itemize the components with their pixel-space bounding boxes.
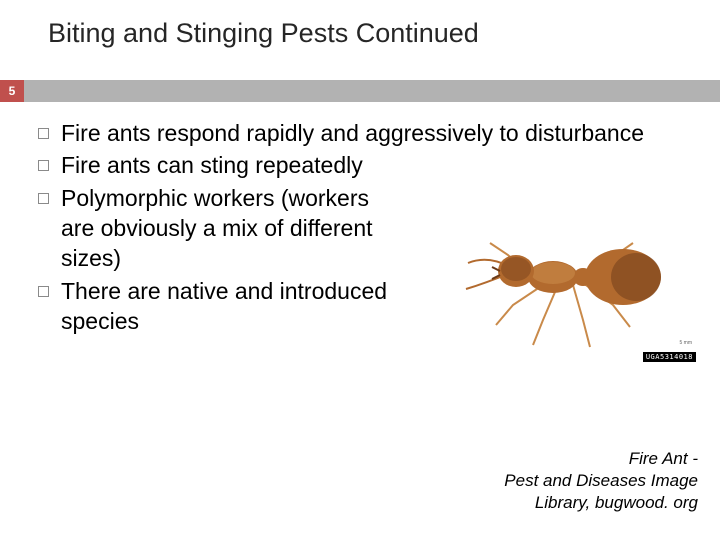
image-id-tag: UGA5314018 (643, 352, 696, 362)
scale-label: 5 mm (680, 340, 693, 346)
bullet-icon (38, 128, 49, 139)
bullet-icon (38, 193, 49, 204)
bullet-text: Fire ants respond rapidly and aggressive… (61, 118, 644, 148)
slide-title: Biting and Stinging Pests Continued (0, 0, 720, 49)
bullet-text: Fire ants can sting repeatedly (61, 150, 363, 180)
header-band (0, 80, 720, 102)
list-item: Fire ants can sting repeatedly (38, 150, 678, 180)
ant-image (418, 185, 698, 365)
caption-line: Library, bugwood. org (535, 493, 698, 512)
slide-number-box: 5 (0, 80, 24, 102)
slide: Biting and Stinging Pests Continued 5 Fi… (0, 0, 720, 540)
bullet-icon (38, 160, 49, 171)
bullet-icon (38, 286, 49, 297)
bullet-text: Polymorphic workers (workers are obvious… (61, 183, 391, 274)
caption-line: Pest and Diseases Image (504, 471, 698, 490)
list-item: Fire ants respond rapidly and aggressive… (38, 118, 678, 148)
bullet-text: There are native and introduced species (61, 276, 391, 337)
caption-line: Fire Ant - (629, 449, 698, 468)
image-caption: Fire Ant - Pest and Diseases Image Libra… (398, 448, 698, 514)
